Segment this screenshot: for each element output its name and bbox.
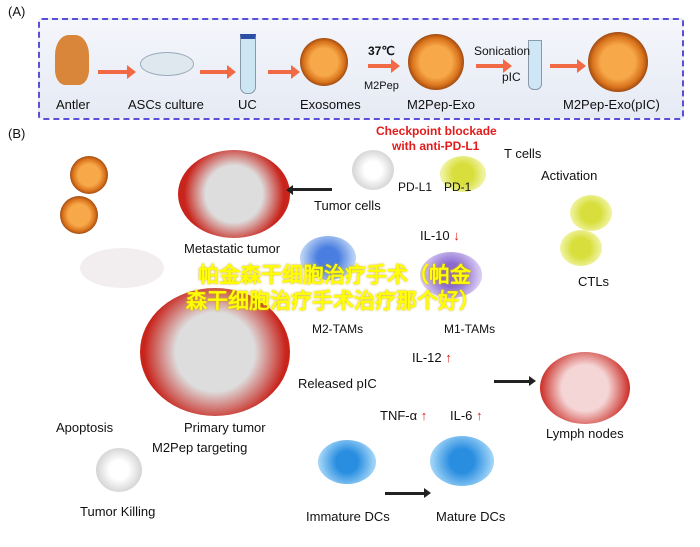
arrow [550,59,586,73]
checkpoint-label-2: with anti-PD-L1 [392,139,480,153]
watermark-line-1: 帕金森干细胞治疗手术（帕金 [198,264,471,287]
nanoparticle-icon [70,156,108,194]
up-arrow-icon: ↑ [420,408,428,423]
arrow [494,376,536,386]
step-label: M2Pep-Exo(pIC) [563,97,660,112]
step-label: M2Pep-Exo [407,97,475,112]
panel-b-label: (B) [8,126,26,141]
mouse-icon [80,248,164,288]
arrow [268,65,300,79]
pd-l1-label: PD-L1 [398,180,433,194]
step-label: UC [238,97,257,112]
released-pic-label: Released pIC [298,376,377,391]
il12-label: IL-12 ↑ [412,350,452,365]
peptide-label: M2Pep [364,80,399,92]
step-label: ASCs culture [128,97,204,112]
t-cells-label: T cells [504,146,542,161]
arrow [476,59,512,73]
lymph-node [540,352,630,424]
mature-dc [430,436,494,486]
il12-text: IL-12 [412,350,442,365]
primary-tumor-label: Primary tumor [184,420,266,435]
ctls-label: CTLs [578,274,610,289]
m2pep-exo-icon [408,34,464,90]
t-cell [440,156,486,192]
il10-text: IL-10 [420,228,450,243]
m2-tam-cell [300,236,356,280]
watermark-line-2: 森干细胞治疗手术治疗那个好） [186,290,480,313]
m1-tams-label: M1-TAMs [444,322,496,336]
il6-text: IL-6 [450,408,473,423]
pd-1-label: PD-1 [444,180,472,194]
tumor-killing-label: Tumor Killing [80,504,156,519]
mature-dcs-label: Mature DCs [436,509,506,524]
tnf-text: TNF-α [380,408,418,423]
up-arrow-icon: ↑ [445,350,452,365]
pic-label: pIC [502,70,521,84]
primary-tumor [140,288,290,416]
up-arrow-icon: ↑ [476,408,483,423]
temp-label: 37℃ [368,44,395,58]
immature-dc [318,440,376,484]
m2pep-targeting-label: M2Pep targeting [152,440,248,455]
tube-icon [240,34,256,94]
ctl-cell [560,230,602,266]
sonication-tube-icon [528,40,542,90]
il10-label: IL-10 ↓ [420,228,460,243]
metastatic-tumor-label: Metastatic tumor [184,241,281,256]
m2pep-exo-pic-icon [588,32,648,92]
panel-a-label: (A) [8,4,26,19]
arrow [292,188,332,191]
deer-icon [55,35,89,85]
down-arrow-icon: ↓ [453,228,460,243]
activation-label: Activation [541,168,598,183]
arrow [368,59,400,73]
metastatic-tumor [178,150,290,238]
il6-label: IL-6 ↑ [450,408,483,423]
arrow [200,65,236,79]
nanoparticle-icon [60,196,98,234]
apoptosis-label: Apoptosis [56,420,114,435]
m1-tam-cell [420,252,482,298]
tumor-cells-label: Tumor cells [314,198,381,213]
tumor-cell [352,150,394,190]
immature-dcs-label: Immature DCs [306,509,390,524]
sonication-label: Sonication [474,44,531,58]
arrow [98,65,136,79]
checkpoint-label: Checkpoint blockade [376,124,497,138]
ctl-cell [570,195,612,231]
dead-tumor-cell [96,448,142,492]
step-label: Exosomes [300,97,361,112]
tnf-label: TNF-α ↑ [380,408,427,423]
step-label: Antler [56,97,90,112]
arrow [385,488,431,498]
exosome-icon [300,38,348,86]
petri-dish-icon [140,52,194,76]
lymph-nodes-label: Lymph nodes [546,426,624,441]
m2-tams-label: M2-TAMs [312,322,364,336]
